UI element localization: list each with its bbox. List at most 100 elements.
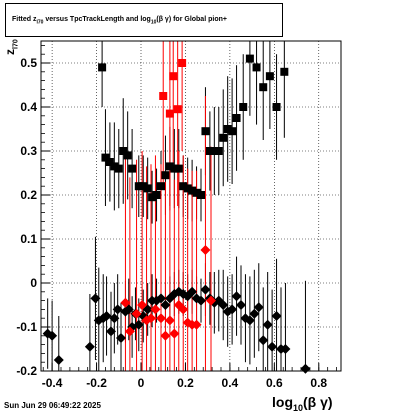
data-point-diamond [137, 300, 148, 310]
y-tick-label: 0.3 [20, 144, 37, 158]
data-point-square [161, 171, 170, 180]
x-tick-label: 0.6 [266, 376, 283, 390]
data-point-square [157, 182, 165, 191]
data-point-square [223, 125, 232, 133]
data-point-diamond [253, 302, 264, 313]
data-point-diamond [160, 300, 171, 310]
data-point-square [148, 193, 157, 202]
data-point-square [245, 54, 254, 63]
data-point-square [123, 151, 132, 160]
data-point-square [201, 127, 210, 136]
data-point-diamond [131, 308, 142, 319]
data-point-square [143, 184, 152, 193]
data-point-square [98, 63, 107, 72]
data-point-square [114, 164, 123, 173]
x-tick-label: 0.8 [310, 376, 327, 390]
data-point-diamond [236, 300, 246, 310]
data-point-square [105, 158, 114, 166]
data-point-square [197, 191, 205, 199]
data-point-diamond [116, 333, 126, 343]
data-point-square [101, 153, 110, 162]
y-axis-label: zl70 [3, 39, 20, 55]
data-point-diamond [196, 295, 206, 306]
data-point-diamond [53, 355, 64, 365]
data-point-square [165, 109, 174, 118]
data-point-diamond [146, 313, 156, 324]
y-tick-label: -0.1 [16, 320, 37, 334]
data-point-diamond [249, 308, 260, 319]
data-point-square [219, 133, 228, 142]
data-point-square [232, 114, 241, 122]
data-point-diamond [109, 313, 120, 324]
data-point-square [169, 72, 178, 81]
data-point-square [265, 72, 274, 81]
data-point-square [205, 147, 214, 155]
y-tick-label: 0.1 [20, 232, 37, 246]
tick-layer: -0.4 -0.2 0 0.2 0.4 0.6 0.8 -0.2 -0.1 0 0.1 0.2 0.3 0… [16, 45, 337, 390]
data-point-square [280, 67, 289, 76]
data-point-diamond [124, 326, 135, 337]
data-point-diamond [280, 344, 291, 354]
data-point-diamond [218, 300, 229, 310]
data-point-diamond [244, 315, 255, 326]
data-point-diamond [164, 315, 175, 326]
data-point-diamond [262, 319, 273, 330]
data-point-diamond [258, 335, 269, 346]
data-point-square [259, 83, 268, 92]
data-point-diamond [112, 304, 123, 315]
data-point-square [119, 147, 128, 155]
data-point-diamond [120, 297, 131, 308]
data-point-diamond [271, 311, 282, 321]
x-tick-label: 0 [138, 376, 145, 390]
y-tick-label: 0.5 [20, 56, 37, 70]
data-point-square [128, 164, 137, 173]
data-point-square [188, 186, 197, 195]
data-point-square [252, 63, 261, 72]
data-point-diamond [156, 293, 166, 304]
data-point-square [173, 105, 182, 114]
y-tick-label: -0.2 [16, 364, 37, 378]
data-point-diamond [101, 311, 112, 321]
data-point-diamond [200, 284, 211, 295]
data-point-diamond [150, 304, 161, 315]
data-point-diamond [200, 245, 211, 255]
data-point-square [210, 147, 219, 155]
data-point-diamond [227, 304, 238, 315]
data-point-diamond [267, 341, 278, 352]
data-point-diamond [191, 319, 202, 330]
plot-frame [40, 40, 342, 372]
x-axis-label: log10(β γ) [272, 394, 333, 413]
data-point-square [214, 147, 223, 155]
data-point-square [192, 188, 201, 197]
data-point-diamond [206, 295, 216, 306]
data-point-diamond [169, 328, 180, 339]
x-tick-label: 0.2 [177, 376, 194, 390]
timestamp: Sun Jun 29 06:49:22 2025 [4, 401, 101, 410]
data-point-diamond [160, 330, 171, 341]
y-tick-label: 0.4 [20, 100, 37, 114]
data-point-square [110, 162, 119, 171]
data-point-diamond [47, 330, 58, 341]
data-point-square [239, 103, 248, 111]
data-point-square [178, 59, 187, 67]
data-point-diamond [106, 326, 116, 337]
data-point-diamond [178, 304, 189, 315]
data-point-diamond [300, 363, 311, 374]
data-point-square [170, 164, 179, 173]
y-tick-label: 0.2 [20, 188, 37, 202]
data-point-diamond [84, 341, 95, 352]
data-point-diamond [90, 293, 101, 304]
data-point-square [228, 127, 237, 136]
data-point-square [183, 184, 192, 193]
x-tick-label: 0.4 [222, 376, 239, 390]
data-point-square [139, 182, 148, 191]
y-tick-label: 0 [30, 276, 37, 290]
chart-title: Fitted zl70 versus TpcTrackLength and lo… [12, 16, 227, 26]
data-point-square [179, 182, 188, 191]
data-point-diamond [187, 286, 198, 297]
data-point-square [165, 162, 174, 171]
data-point-square [272, 103, 281, 111]
data-point-square [174, 164, 183, 173]
x-tick-label: -0.2 [86, 376, 107, 390]
